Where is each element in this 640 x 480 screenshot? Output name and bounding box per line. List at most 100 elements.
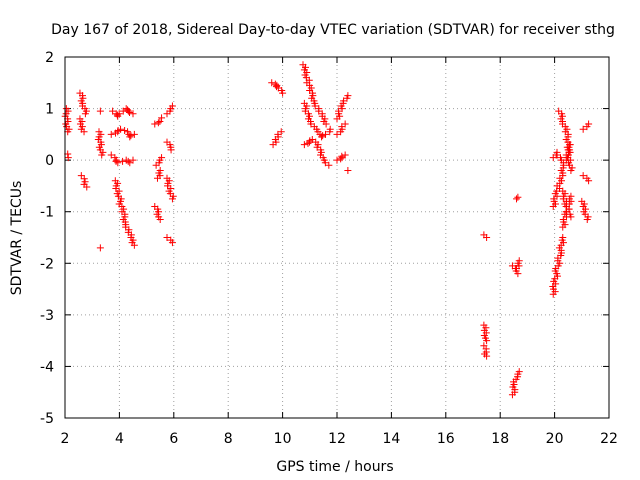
data-point — [325, 161, 333, 169]
data-point — [156, 117, 164, 125]
data-point — [115, 110, 123, 118]
data-point — [585, 120, 593, 128]
data-point — [315, 107, 323, 115]
data-point — [344, 166, 352, 174]
x-tick-label: 22 — [600, 431, 618, 447]
data-point — [277, 128, 285, 136]
data-point — [322, 130, 330, 138]
data-point — [579, 172, 587, 180]
data-point — [567, 213, 575, 221]
data-point — [158, 154, 166, 162]
x-tick-label: 16 — [437, 431, 455, 447]
x-tick-label: 18 — [491, 431, 509, 447]
x-tick-label: 4 — [115, 431, 124, 447]
data-point — [279, 89, 287, 97]
data-point — [319, 132, 327, 140]
data-point — [81, 110, 89, 118]
data-point — [567, 192, 575, 200]
data-point — [557, 156, 565, 164]
x-tick-label: 10 — [274, 431, 292, 447]
data-point — [130, 241, 138, 249]
data-point — [114, 159, 122, 167]
data-point — [326, 125, 334, 133]
data-point — [124, 107, 132, 115]
x-tick-label: 6 — [169, 431, 178, 447]
data-point — [483, 337, 491, 345]
data-point — [107, 151, 115, 159]
data-point — [168, 102, 176, 110]
data-point — [313, 143, 321, 151]
data-point — [515, 257, 523, 265]
data-point — [583, 215, 591, 223]
data-point — [483, 234, 491, 241]
data-point — [163, 234, 171, 241]
data-point — [333, 130, 341, 138]
data-point — [168, 239, 176, 247]
data-point — [121, 126, 129, 134]
data-point — [167, 146, 175, 154]
data-point — [168, 195, 176, 203]
y-tick-label: -3 — [40, 308, 54, 324]
data-point — [567, 166, 575, 174]
data-point — [515, 368, 523, 376]
data-point — [579, 125, 587, 133]
data-point — [335, 107, 343, 115]
data-point — [513, 195, 521, 203]
data-point — [96, 244, 104, 252]
data-point — [514, 193, 522, 201]
data-point — [151, 120, 159, 128]
data-point — [158, 114, 166, 122]
data-point — [156, 215, 164, 223]
y-tick-label: 1 — [45, 102, 54, 118]
data-point — [98, 151, 106, 159]
x-tick-label: 8 — [224, 431, 233, 447]
data-point — [109, 107, 117, 115]
data-point — [96, 107, 104, 115]
grid-layer — [65, 57, 609, 418]
y-tick-label: -1 — [40, 205, 54, 221]
data-point — [341, 120, 349, 128]
data-point — [124, 157, 132, 165]
x-tick-label: 20 — [546, 431, 564, 447]
data-point — [154, 119, 162, 127]
data-point — [130, 130, 138, 138]
data-point — [129, 110, 137, 118]
data-points-layer — [61, 61, 593, 399]
y-tick-label: -2 — [40, 256, 54, 272]
data-point — [311, 102, 319, 110]
data-point — [333, 156, 341, 164]
data-point — [322, 120, 330, 128]
data-point — [117, 125, 125, 133]
data-point — [585, 177, 593, 185]
y-axis-label: SDTVAR / TECUs — [9, 181, 25, 296]
data-point — [483, 352, 491, 360]
data-point — [80, 128, 88, 136]
x-tick-label: 2 — [61, 431, 70, 447]
x-tick-label: 12 — [328, 431, 346, 447]
data-point — [126, 108, 134, 116]
y-tick-label: -5 — [40, 411, 54, 427]
y-tick-label: -4 — [40, 359, 54, 375]
data-point — [156, 166, 164, 174]
y-tick-label: 0 — [45, 153, 54, 169]
plot-frame — [64, 56, 610, 419]
data-point — [126, 133, 134, 141]
data-point — [514, 270, 522, 278]
x-axis-label: GPS time / hours — [276, 459, 393, 475]
x-tick-label: 14 — [382, 431, 400, 447]
data-point — [127, 132, 135, 140]
data-point — [268, 79, 276, 87]
data-point — [112, 157, 120, 165]
data-point — [64, 154, 72, 162]
data-point — [113, 111, 121, 119]
data-point — [341, 151, 349, 159]
data-point — [338, 152, 346, 160]
data-point — [300, 141, 308, 149]
data-point — [318, 133, 326, 141]
data-point — [77, 172, 85, 180]
y-tick-label: 2 — [45, 50, 54, 66]
data-point — [273, 83, 280, 91]
